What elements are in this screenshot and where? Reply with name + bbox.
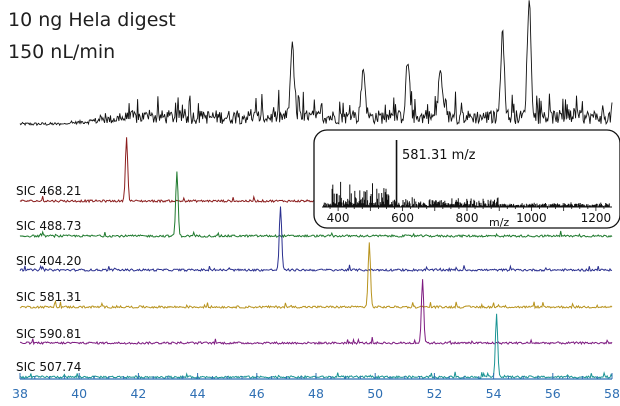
x-tick-label: 40 — [71, 386, 87, 401]
sic-trace — [19, 313, 613, 380]
sic-label: SIC 468.21 — [16, 184, 81, 198]
title-line-1: 10 ng Hela digest — [8, 9, 176, 31]
tic-trace-group — [19, 0, 613, 127]
inset-tick-label: 1000 — [516, 211, 547, 225]
x-tick-label: 50 — [367, 386, 383, 401]
x-axis: 38 40 42 44 46 48 50 52 54 56 58 — [12, 373, 620, 401]
x-tick-label: 58 — [604, 386, 620, 401]
sic-label: SIC 590.81 — [16, 327, 81, 341]
x-tick-label: 42 — [130, 386, 146, 401]
x-tick-label: 48 — [308, 386, 324, 401]
sic-traces-group: SIC 468.21 SIC 488.73 SIC 404.20 SIC 581.31… — [16, 137, 613, 380]
x-tick-label: 46 — [249, 386, 265, 401]
inset-plot-group: 400 600 800 1000 1200 — [322, 140, 612, 225]
x-tick-label: 56 — [545, 386, 561, 401]
inset-annotation: 581.31 m/z — [402, 148, 476, 163]
inset-tick-label: 800 — [456, 211, 479, 225]
x-tick-label: 38 — [12, 386, 28, 401]
inset-frame — [313, 129, 620, 229]
inset-spectrum: 400 600 800 1000 1200 581.31 m/z m/z — [313, 129, 620, 229]
sic-trace — [19, 206, 613, 273]
x-tick-label: 44 — [190, 386, 206, 401]
inset-xlabel: m/z — [489, 216, 509, 229]
title-line-2: 150 nL/min — [8, 41, 115, 63]
x-tick-label: 52 — [426, 386, 442, 401]
sic-label: SIC 507.74 — [16, 360, 81, 374]
inset-spectrum-bars — [323, 181, 611, 207]
sic-label: SIC 488.73 — [16, 219, 81, 233]
tic-trace — [19, 0, 613, 127]
sic-label: SIC 581.31 — [16, 290, 81, 304]
inset-tick-label: 1200 — [581, 211, 612, 225]
sic-trace — [19, 242, 613, 310]
x-tick-label: 54 — [486, 386, 502, 401]
sic-trace — [19, 171, 613, 239]
sic-trace — [19, 279, 613, 346]
inset-tick-label: 400 — [327, 211, 350, 225]
inset-tick-label: 600 — [391, 211, 414, 225]
sic-label: SIC 404.20 — [16, 254, 81, 268]
